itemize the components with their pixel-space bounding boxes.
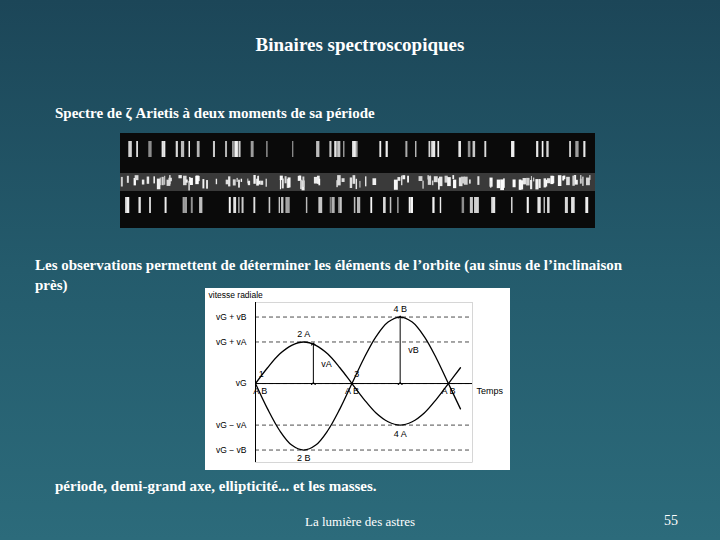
svg-text:2 B: 2 B — [297, 453, 311, 463]
html-text:Binaires spectroscopiques: Binaires spectroscopiques — [255, 34, 465, 55]
svg-text:4 B: 4 B — [393, 304, 407, 314]
svg-text:vG + vB: vG + vB — [216, 312, 247, 322]
html-text:Spectre de ζ Arietis à deux mo: Spectre de ζ Arietis à deux moments de s… — [55, 105, 375, 121]
html-text:Les observations permettent de: Les observations permettent de détermine… — [35, 257, 623, 293]
svg-text:Temps: Temps — [477, 386, 504, 396]
html-text:55: 55 — [664, 513, 678, 528]
svg-text:vG − vB: vG − vB — [216, 445, 247, 455]
svg-text:1: 1 — [259, 369, 264, 379]
svg-text:vG: vG — [236, 378, 247, 388]
svg-text:vB: vB — [408, 345, 419, 355]
svg-text:vA: vA — [321, 359, 332, 369]
svg-text:4 A: 4 A — [394, 429, 407, 439]
html-text:La lumière des astres: La lumière des astres — [305, 514, 415, 529]
svg-text:vitesse radiale: vitesse radiale — [209, 290, 264, 300]
svg-text:A B: A B — [345, 386, 359, 396]
svg-text:A B: A B — [253, 386, 267, 396]
svg-text:A B: A B — [441, 386, 455, 396]
svg-text:vG − vA: vG − vA — [216, 420, 247, 430]
svg-text:3: 3 — [354, 369, 359, 379]
svg-text:vG + vA: vG + vA — [216, 337, 247, 347]
html-text:période, demi-grand axe, ellip: période, demi-grand axe, ellipticité... … — [55, 478, 377, 494]
svg-text:2 A: 2 A — [297, 329, 310, 339]
